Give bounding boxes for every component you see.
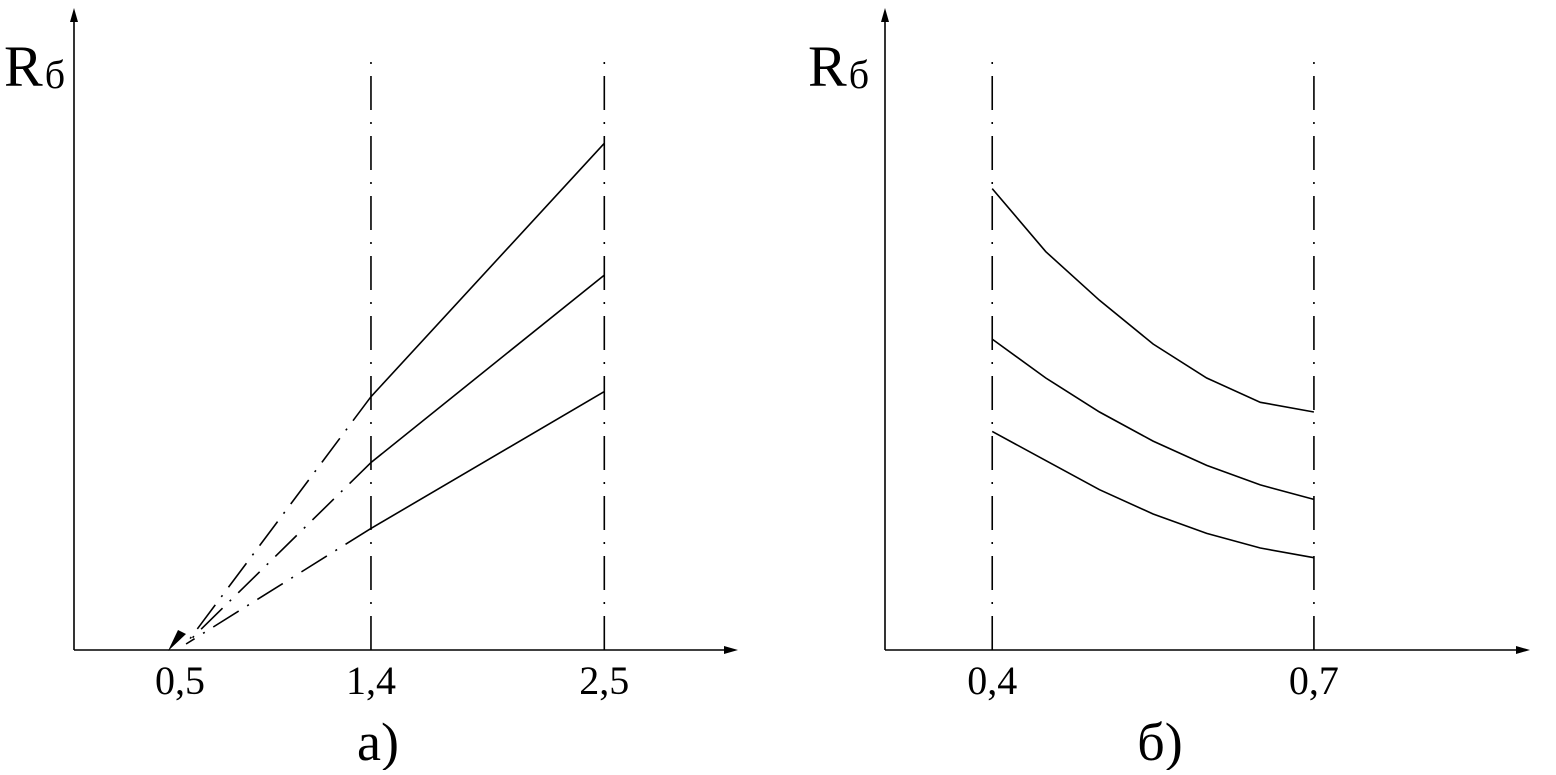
- panel-a-x-axis-arrow: [724, 646, 738, 654]
- panel-a-x-tick-labels: 0,5 1,4 2,5: [155, 658, 629, 703]
- panel-b-guides: [991, 56, 1315, 650]
- panel-a-series: [370, 142, 605, 530]
- panel-a-guides: [370, 56, 606, 650]
- panel-a-series-line-2: [370, 274, 605, 464]
- panel-b-series-line-2: [991, 338, 1315, 501]
- panel-a-extrapolation-line-1: [185, 396, 372, 645]
- panel-b-y-axis-arrow: [881, 8, 889, 22]
- panel-a-series-line-3: [370, 390, 605, 530]
- panel-a-convergence-arrow: [168, 630, 186, 651]
- chart-panel-b: Rб 0,4 0,7 б): [808, 8, 1530, 772]
- panel-a-x-tick-label-3: 2,5: [579, 658, 629, 703]
- chart-panel-a: Rб 0,5 1,4 2,5 а): [4, 8, 738, 772]
- panel-a-label: а): [357, 712, 399, 770]
- panel-a-y-axis-arrow: [70, 8, 78, 22]
- panel-a-extrapolations: [185, 396, 372, 645]
- panel-b-series: [991, 188, 1315, 559]
- panel-a-series-line-1: [370, 142, 605, 398]
- panel-b-label: б): [1137, 712, 1182, 770]
- panel-a-y-axis-label: Rб: [4, 34, 65, 99]
- panel-a-x-tick-label-2: 1,4: [346, 658, 396, 703]
- panel-b-x-axis-arrow: [1516, 646, 1530, 654]
- panel-b-series-line-3: [991, 430, 1315, 559]
- panel-b-x-tick-label-2: 0,7: [1289, 658, 1339, 703]
- panel-a-extrapolation-line-2: [185, 461, 372, 645]
- panel-b-x-tick-label-1: 0,4: [967, 658, 1017, 703]
- panel-b-series-line-1: [991, 188, 1315, 413]
- panel-a-x-tick-label-1: 0,5: [155, 658, 205, 703]
- panel-b-x-tick-labels: 0,4 0,7: [967, 658, 1339, 703]
- panel-b-y-axis-label: Rб: [808, 34, 869, 99]
- panel-a-extrapolation-line-3: [185, 527, 372, 645]
